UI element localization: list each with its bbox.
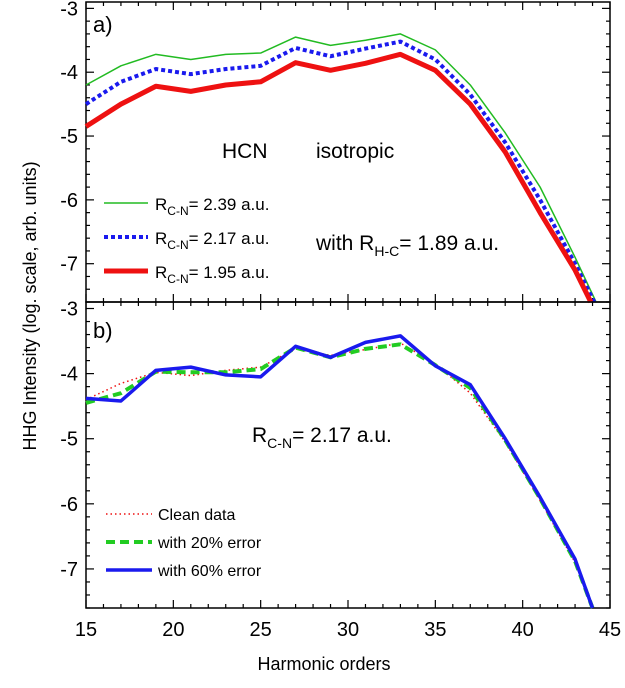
annotation-rcn-sub: C-N [267,435,292,451]
panel-b-legend: Clean data with 20% error with 60% error [106,507,262,580]
panel-b-y-tick-label: -4 [60,364,78,386]
x-axis-title: Harmonic orders [257,654,390,674]
panel-b-tag: b) [93,318,113,343]
x-tick-label: 25 [250,619,272,641]
x-tick-label: 45 [599,619,621,641]
x-tick-label: 40 [512,619,534,641]
x-tick-label: 35 [424,619,446,641]
annotation-rhc: with RH-C= 1.89 a.u. [315,232,499,259]
legend-b-label-1: Clean data [158,507,235,524]
panel-a-series-3 [84,51,594,304]
panel-a-tag: a) [93,12,113,37]
x-tick-label: 15 [75,619,97,641]
panel-b: -3 -4 -5 -6 -7 b) RC-N= 2.17 a.u. Clean data… [60,299,611,609]
x-tick-labels: 15 20 25 30 35 40 45 [75,619,621,641]
panel-b-y-tick-labels: -3 -4 -5 -6 -7 [60,299,78,581]
panel-b-y-tick-label: -6 [60,494,78,516]
annotation-rhc-value: = 1.89 a.u. [399,232,499,255]
legend-a-label-1: RC-N= 2.39 a.u. [155,195,269,218]
panel-b-y-tick-label: -5 [60,429,78,451]
panel-a-y-tick-label: -7 [60,254,78,276]
panel-a-series-1 [85,33,597,303]
x-tick-label: 20 [162,619,184,641]
legend-b-label-2: with 20% error [157,535,262,552]
panel-a-y-tick-label: -4 [60,62,78,84]
annotation-molecule: HCN [222,140,268,163]
annotation-rcn-value: = 2.17 a.u. [292,424,392,447]
legend-b-label-3: with 60% error [157,563,262,580]
panel-a-series-2 [84,39,597,303]
panel-a-series [84,33,597,304]
panel-b-y-tick-label: -7 [60,559,78,581]
panel-b-series-3 [85,334,595,609]
annotation-rhc-prefix: with R [315,232,374,255]
panel-a-y-tick-label: -6 [60,190,78,212]
panel-a-y-tick-label: -5 [60,126,78,148]
annotation-rhc-sub: H-C [374,243,399,259]
panel-b-y-tick-label: -3 [60,299,78,321]
legend-a-label-3: RC-N= 1.95 a.u. [155,263,269,286]
panel-b-series [85,334,595,609]
panel-a-legend: RC-N= 2.39 a.u. RC-N= 2.17 a.u. RC-N= 1.… [104,195,269,286]
panel-b-ticks [85,302,611,609]
panel-a: -3 -4 -5 -6 -7 a) HCN isotropic with RH-C= 1… [60,0,611,304]
annotation-orientation: isotropic [316,140,394,163]
annotation-rcn: RC-N= 2.17 a.u. [252,424,392,451]
x-tick-label: 30 [337,619,359,641]
y-axis-title: HHG Intensity (log. scale, arb. units) [20,161,40,450]
panel-a-y-tick-label: -3 [60,0,78,20]
panel-a-y-tick-labels: -3 -4 -5 -6 -7 [60,0,78,276]
legend-a-label-2: RC-N= 2.17 a.u. [155,229,269,252]
annotation-rcn-prefix: R [252,424,267,447]
